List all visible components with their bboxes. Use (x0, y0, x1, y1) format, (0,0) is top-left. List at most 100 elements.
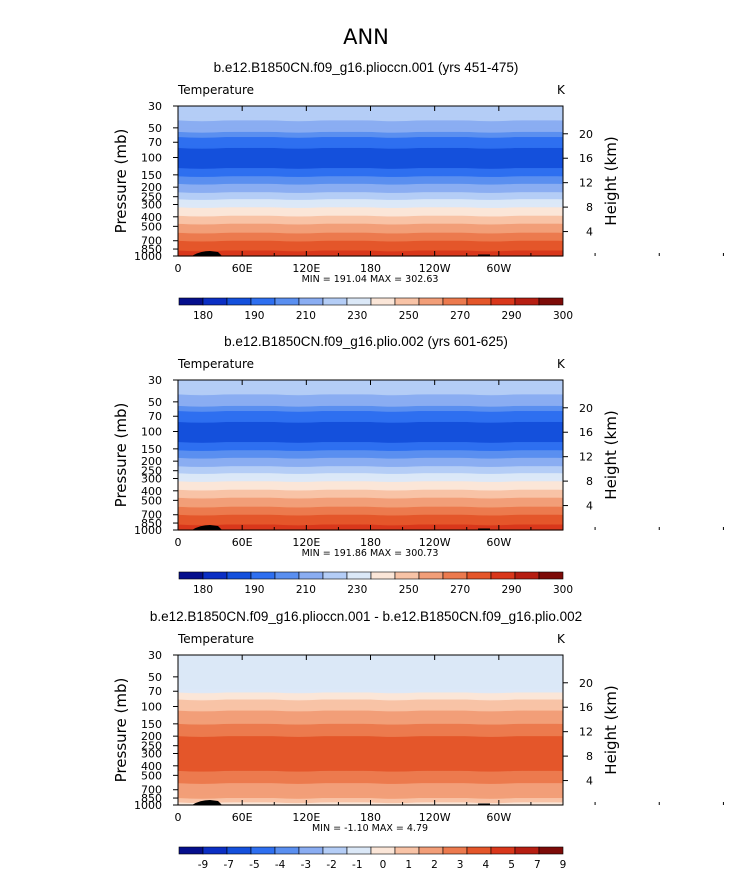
colorbar-box (538, 846, 564, 855)
colorbar-box (418, 297, 444, 306)
colorbar-box (178, 846, 204, 855)
colorbar-label: 5 (508, 859, 515, 871)
colorbar-label: 180 (193, 584, 213, 596)
colorbar-label: -5 (249, 859, 259, 871)
colorbar-box (370, 846, 396, 855)
y2-tick-label: 4 (586, 500, 593, 513)
colorbar-label: 270 (450, 584, 470, 596)
x-tick-label: 60W (486, 811, 511, 824)
min-max-text: MIN = 191.04 MAX = 302.63 (302, 274, 439, 285)
contour-band (178, 466, 563, 474)
y-tick-label: 50 (148, 396, 162, 409)
x-tick-label: 60E (232, 262, 253, 275)
colorbar-label: 7 (534, 859, 541, 871)
colorbar-box (322, 297, 348, 306)
y-tick-label: 500 (141, 220, 162, 233)
colorbar-box (274, 297, 300, 306)
y2-tick-label: 20 (579, 677, 593, 690)
y-axis-label: Pressure (mb) (112, 129, 130, 234)
panel-1: b.e12.B1850CN.f09_g16.plioccn.001 (yrs 4… (112, 60, 724, 322)
contour-band (178, 192, 563, 200)
y2-tick-label: 16 (579, 701, 593, 714)
variable-label: Temperature (177, 632, 254, 646)
y-tick-label: 300 (141, 198, 162, 211)
contour-band (178, 489, 563, 499)
colorbar-box (466, 846, 492, 855)
colorbar-label: 290 (502, 310, 522, 322)
contour-edge (178, 180, 563, 185)
y2-axis-label: Height (km) (602, 685, 620, 774)
colorbar-box (250, 297, 276, 306)
y-tick-label: 400 (141, 760, 162, 773)
x-tick-label: 180 (360, 262, 381, 275)
x-tick-label: 0 (175, 262, 182, 275)
contour-edge (178, 447, 563, 452)
panel-title: b.e12.B1850CN.f09_g16.plio.002 (yrs 601-… (224, 334, 508, 349)
y2-axis-label: Height (km) (602, 136, 620, 225)
y-tick-label: 1000 (134, 250, 162, 263)
y2-tick-label: 12 (579, 726, 593, 739)
y-tick-label: 150 (141, 718, 162, 731)
y2-tick-label: 4 (586, 775, 593, 788)
variable-label: Temperature (177, 83, 254, 97)
contour-band (178, 450, 563, 459)
colorbar-label: 0 (380, 859, 387, 871)
topography (478, 528, 490, 530)
y-tick-label: 300 (141, 747, 162, 760)
topography (478, 254, 490, 256)
contour-band (178, 514, 563, 526)
contour-edge (178, 707, 563, 712)
contour-band (178, 506, 563, 516)
topography (192, 525, 222, 530)
x-tick-label: 120W (419, 536, 451, 549)
contour-edge (178, 767, 563, 772)
y2-tick-label: 8 (586, 475, 593, 488)
y-tick-label: 250 (141, 740, 162, 753)
y-axis-label: Pressure (mb) (112, 403, 130, 508)
colorbar-box (442, 297, 468, 306)
y-tick-label: 1000 (134, 524, 162, 537)
topography (192, 800, 222, 805)
y2-axis-label: Height (km) (602, 410, 620, 499)
contour-band (178, 199, 563, 208)
contour-edge (178, 454, 563, 459)
colorbar-box (490, 846, 516, 855)
colorbar-label: 3 (457, 859, 464, 871)
x-tick-label: 60W (486, 262, 511, 275)
x-tick-label: 180 (360, 536, 381, 549)
y-tick-label: 100 (141, 426, 162, 439)
contour-edge (178, 220, 563, 225)
y2-tick-label: 8 (586, 750, 593, 763)
y2-tick-label: 16 (579, 426, 593, 439)
colorbar-box (274, 571, 300, 580)
x-tick-label: 180 (360, 811, 381, 824)
contour-band (178, 699, 563, 712)
colorbar-box (250, 571, 276, 580)
y-tick-label: 70 (148, 410, 162, 423)
units-label: K (557, 632, 566, 646)
contour-edge (178, 689, 563, 694)
contour-edge (178, 470, 563, 474)
y-tick-label: 700 (141, 235, 162, 248)
colorbar-box (202, 571, 228, 580)
x-tick-label: 60E (232, 536, 253, 549)
y-tick-label: 850 (141, 792, 162, 805)
contour-edge (178, 521, 563, 526)
contour-edge (178, 117, 563, 122)
y-tick-label: 200 (141, 455, 162, 468)
colorbar-box (418, 846, 444, 855)
y2-tick-label: 8 (586, 201, 593, 214)
y2-tick-label: 20 (579, 402, 593, 415)
contour-band (178, 411, 563, 423)
colorbar-box (394, 571, 420, 580)
colorbar-box (178, 297, 204, 306)
y-tick-label: 700 (141, 784, 162, 797)
colorbar-box (418, 571, 444, 580)
contour-edge (178, 733, 563, 737)
contour-band (178, 380, 563, 395)
contour-band (178, 183, 563, 193)
colorbar-label: 290 (502, 584, 522, 596)
contour-band (178, 736, 563, 765)
colorbar-label: -2 (326, 859, 336, 871)
